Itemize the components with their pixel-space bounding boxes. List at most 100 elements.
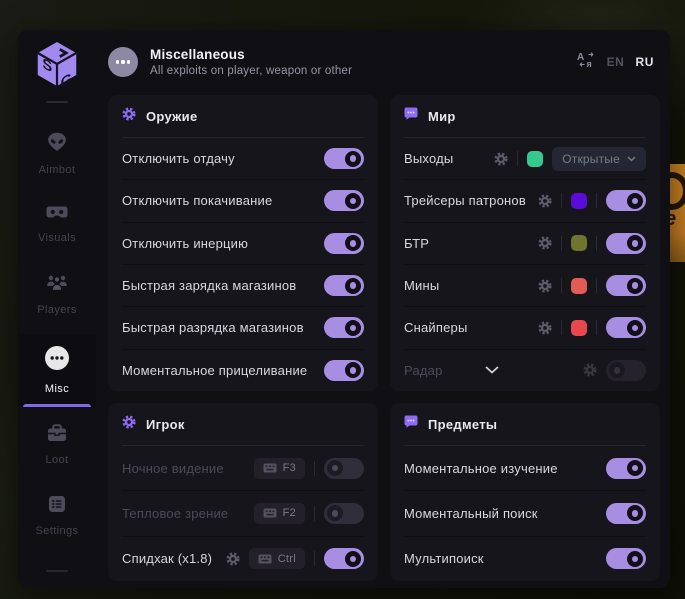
row-settings-gear-icon[interactable] [494, 152, 508, 166]
section-items-header: Предметы [404, 403, 646, 446]
toggle-switch[interactable] [606, 317, 646, 339]
section-title: Игрок [146, 416, 185, 432]
row-settings-gear-icon[interactable] [583, 363, 597, 377]
toggle-switch[interactable] [606, 232, 646, 254]
toggle-switch[interactable] [324, 190, 364, 212]
row-settings-gear-icon[interactable] [226, 552, 240, 566]
feature-row: Спидхак (x1.8) Ctrl [122, 537, 364, 581]
section-weapon: Оружие Отключить отдачу Отключить покачи… [108, 95, 378, 391]
page-title: Miscellaneous [150, 47, 245, 62]
sidebar-item-aimbot[interactable]: Aimbot [18, 121, 96, 188]
keyboard-icon [263, 508, 277, 518]
section-weapon-header: Оружие [122, 95, 364, 138]
svg-text:G: G [61, 70, 72, 88]
color-swatch[interactable] [571, 235, 587, 252]
briefcase-icon [47, 424, 67, 447]
main-area: Miscellaneous All exploits on player, we… [96, 30, 670, 588]
toggle-switch[interactable] [324, 148, 364, 170]
feature-label: Моментальное изучение [404, 460, 558, 476]
toggle-switch[interactable] [324, 457, 364, 479]
section-title: Мир [428, 108, 456, 124]
misc-ellipsis-avatar [108, 47, 138, 77]
chat-bubble-icon [404, 107, 418, 125]
feature-row: Тепловое зрение F2 [122, 491, 364, 537]
toggle-switch[interactable] [324, 317, 364, 339]
color-swatch[interactable] [527, 150, 544, 167]
feature-label: БТР [404, 235, 430, 251]
page-subtitle: All exploits on player, weapon or other [150, 65, 353, 77]
feature-label: Трейсеры патронов [404, 193, 526, 209]
sidebar-item-label: Settings [35, 525, 79, 537]
sidebar-item-misc[interactable]: Misc [18, 334, 96, 407]
sidebar-item-label: Misc [44, 383, 70, 395]
gear-icon [122, 414, 136, 434]
feature-row: Отключить инерцию [122, 223, 364, 265]
section-player-header: Игрок [122, 403, 364, 446]
feature-row: Моментальное прицеливание [122, 350, 364, 391]
sidebar-item-visuals[interactable]: Visuals [18, 194, 96, 256]
feature-row: Выходы Открытые [404, 138, 646, 181]
toggle-switch[interactable] [324, 232, 364, 254]
feature-label: Отключить инерцию [122, 235, 249, 251]
row-settings-gear-icon[interactable] [538, 194, 552, 208]
toggle-switch[interactable] [606, 275, 646, 297]
feature-label: Снайперы [404, 320, 468, 336]
sidebar-item-label: Aimbot [38, 164, 76, 176]
list-icon [48, 495, 66, 518]
toggle-switch[interactable] [605, 359, 646, 381]
feature-label: Спидхак (x1.8) [122, 551, 213, 567]
lang-en-button[interactable]: EN [606, 55, 625, 69]
toggle-switch[interactable] [324, 359, 364, 381]
feature-row: Отключить отдачу [122, 138, 364, 181]
feature-label: Быстрая зарядка магазинов [122, 278, 297, 294]
feature-label: Моментальное прицеливание [122, 362, 308, 378]
toggle-switch[interactable] [606, 190, 646, 212]
toggle-switch[interactable] [324, 548, 364, 570]
row-settings-gear-icon[interactable] [538, 321, 552, 335]
hotkey-badge[interactable]: F2 [253, 502, 305, 524]
sidebar-item-loot[interactable]: Loot [18, 413, 96, 478]
sidebar-nav: Aimbot Visuals Players [18, 121, 96, 549]
color-swatch[interactable] [571, 319, 587, 336]
chevron-down-icon[interactable] [485, 366, 499, 374]
sidebar-item-settings[interactable]: Settings [18, 484, 96, 549]
toggle-switch[interactable] [606, 548, 646, 570]
players-icon [46, 273, 68, 297]
section-title: Предметы [428, 416, 498, 432]
feature-row: Моментальный поиск [404, 491, 646, 537]
feature-label: Ночное видение [122, 460, 224, 476]
feature-label: Отключить отдачу [122, 151, 235, 167]
color-swatch[interactable] [571, 277, 587, 294]
app-logo: S G [35, 40, 79, 93]
feature-row: Ночное видение F3 [122, 446, 364, 492]
content-columns: Оружие Отключить отдачу Отключить покачи… [108, 95, 660, 581]
sidebar-item-players[interactable]: Players [18, 262, 96, 328]
exits-dropdown[interactable]: Открытые [552, 146, 646, 171]
toggle-switch[interactable] [606, 502, 646, 524]
feature-label: Выходы [404, 151, 454, 167]
feature-row: Мины [404, 265, 646, 308]
feature-row: Быстрая зарядка магазинов [122, 265, 364, 308]
svg-text:A: A [577, 52, 584, 63]
feature-label: Моментальный поиск [404, 505, 538, 521]
feature-label: Отключить покачивание [122, 193, 273, 209]
svg-text:S: S [42, 55, 52, 76]
feature-row: БТР [404, 223, 646, 265]
lang-ru-button[interactable]: RU [635, 55, 654, 69]
cheat-window: S G Aimbot Visuals [18, 30, 670, 588]
svg-text:я: я [586, 59, 591, 68]
color-swatch[interactable] [571, 192, 587, 209]
vr-goggles-icon [46, 205, 68, 225]
hotkey-badge[interactable]: F3 [253, 457, 305, 479]
section-world-header: Мир [404, 95, 646, 138]
toggle-switch[interactable] [324, 275, 364, 297]
hotkey-badge[interactable]: Ctrl [248, 548, 305, 570]
row-settings-gear-icon[interactable] [538, 279, 552, 293]
toggle-switch[interactable] [606, 457, 646, 479]
section-title: Оружие [146, 108, 198, 124]
row-settings-gear-icon[interactable] [538, 236, 552, 250]
toggle-switch[interactable] [324, 502, 364, 524]
feature-row: Быстрая разрядка магазинов [122, 307, 364, 350]
